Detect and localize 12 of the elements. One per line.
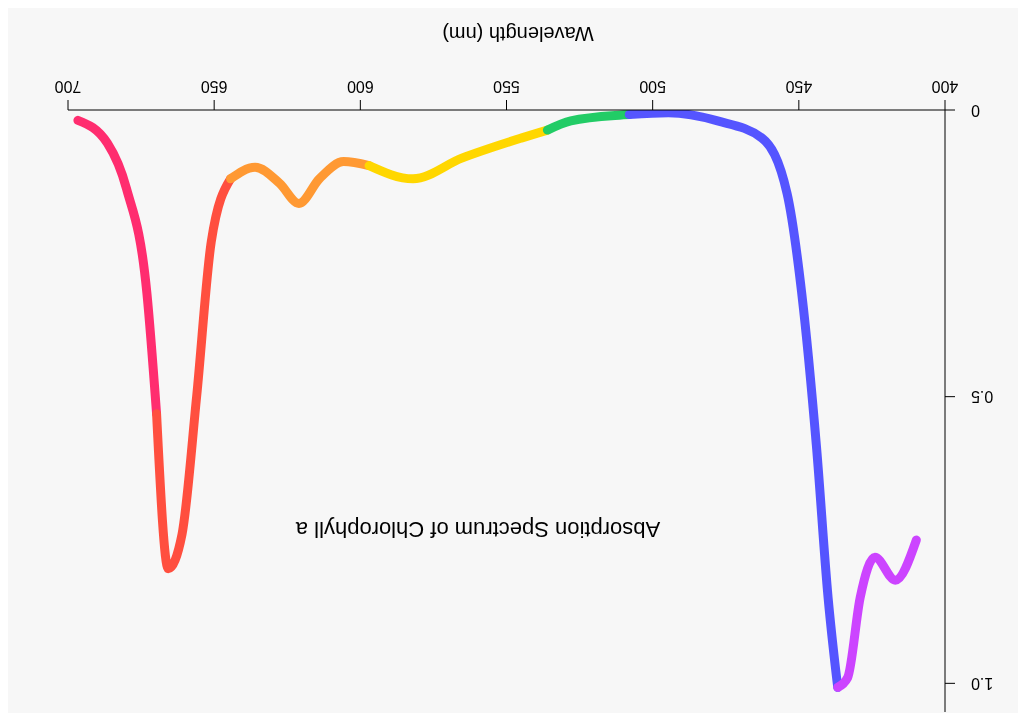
x-tick-label: 400 xyxy=(931,77,959,95)
y-tick-label: 1.0 xyxy=(970,674,994,692)
x-tick-label: 700 xyxy=(54,77,82,95)
x-tick-label: 550 xyxy=(493,77,520,95)
x-tick-label: 500 xyxy=(639,77,667,95)
x-axis-title: Wavelength (nm) xyxy=(441,22,595,45)
y-tick-label: 0.5 xyxy=(970,388,994,406)
text: Absorption Spectrum of Chlorophyll a xyxy=(294,516,662,543)
x-tick-label: 600 xyxy=(346,77,374,95)
x-tick-label: 450 xyxy=(785,77,813,95)
y-tick-label: 0 xyxy=(970,101,980,119)
x-tick-label: 650 xyxy=(200,77,228,95)
